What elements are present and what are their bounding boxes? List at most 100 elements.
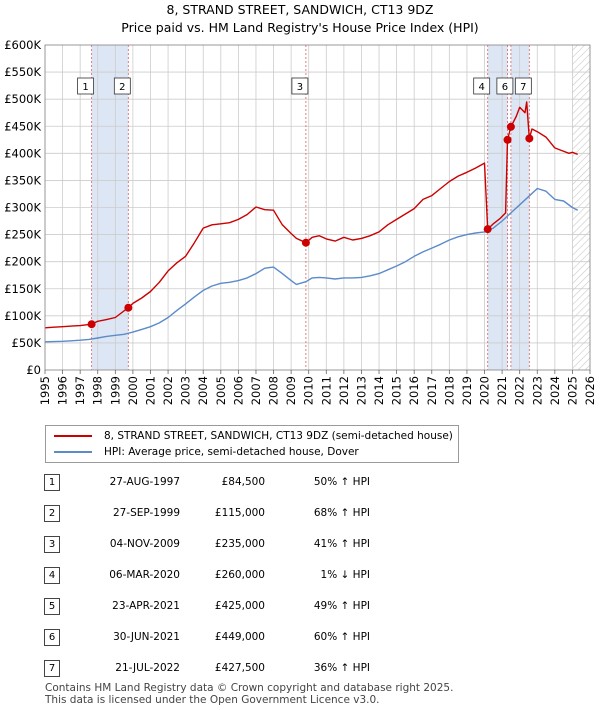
y-tick-label: £450K <box>4 119 41 133</box>
row-date: 21-JUL-2022 <box>115 662 180 674</box>
x-tick-label: 2011 <box>319 376 333 405</box>
row-price: £427,500 <box>214 662 265 674</box>
footer-line-1: Contains HM Land Registry data © Crown c… <box>45 682 454 694</box>
table-row: 6 30-JUN-2021 £449,000 60% ↑ HPI <box>40 627 460 647</box>
x-tick-label: 1997 <box>73 376 87 405</box>
y-tick-label: £50K <box>12 336 42 350</box>
row-hpi: 36% ↑ HPI <box>313 662 370 674</box>
table-row: 2 27-SEP-1999 £115,000 68% ↑ HPI <box>40 503 460 523</box>
row-price: £425,000 <box>214 600 265 612</box>
y-tick-label: £250K <box>4 228 41 242</box>
marker-box: 6 <box>496 77 514 95</box>
x-tick-label: 1995 <box>38 376 52 405</box>
marker-box-frame <box>514 77 532 95</box>
row-number: 5 <box>44 598 60 615</box>
x-tick-label: 2025 <box>565 376 579 405</box>
x-tick-label: 1998 <box>91 376 105 405</box>
legend-label-hpi: HPI: Average price, semi-detached house,… <box>104 446 359 458</box>
y-tick-label: £350K <box>4 173 41 187</box>
row-date: 27-SEP-1999 <box>112 507 180 519</box>
x-tick-label: 2005 <box>214 376 228 405</box>
row-number: 1 <box>44 474 60 491</box>
price-chart: 1 2 3 4 6 7 £0 £50K £100K £150K £200K £250K £300K £3… <box>4 38 597 405</box>
marker-box-frame <box>473 77 491 95</box>
row-price: £449,000 <box>214 631 265 643</box>
table-row: 5 23-APR-2021 £425,000 49% ↑ HPI <box>40 596 460 616</box>
row-number: 3 <box>44 536 60 553</box>
x-tick-label: 2010 <box>302 376 316 405</box>
marker-box: 2 <box>113 77 131 95</box>
row-hpi: 50% ↑ HPI <box>313 476 370 488</box>
marker-box-label: 4 <box>478 82 484 93</box>
marker-box-frame <box>496 77 514 95</box>
row-hpi: 1% ↓ HPI <box>320 569 370 581</box>
x-tick-label: 2020 <box>478 376 492 405</box>
sale-point <box>506 122 515 131</box>
x-tick-label: 2021 <box>495 376 509 405</box>
sale-point <box>503 135 512 144</box>
marker-box-label: 1 <box>82 82 88 93</box>
x-tick-label: 2019 <box>460 376 474 405</box>
sale-point <box>87 320 96 329</box>
row-price: £235,000 <box>214 538 265 550</box>
row-date: 04-NOV-2009 <box>109 538 180 550</box>
x-tick-label: 2017 <box>425 376 439 405</box>
sale-point <box>301 238 310 247</box>
y-tick-label: £300K <box>4 201 41 215</box>
legend-item-hpi: HPI: Average price, semi-detached house,… <box>54 444 359 460</box>
marker-box: 4 <box>473 77 491 95</box>
marker-box-label: 2 <box>119 82 125 93</box>
series-line-property <box>44 101 578 329</box>
title-line-2: Price paid vs. HM Land Registry's House … <box>121 20 479 35</box>
x-tick-label: 2013 <box>354 376 368 405</box>
y-tick-label: £100K <box>4 309 41 323</box>
sale-point <box>124 303 133 312</box>
legend: 8, STRAND STREET, SANDWICH, CT13 9DZ (se… <box>45 425 459 463</box>
marker-box-frame <box>77 77 94 95</box>
sale-point <box>525 134 534 143</box>
x-tick-label: 2000 <box>126 376 140 405</box>
marker-box-label: 3 <box>297 82 303 93</box>
x-tick-label: 2015 <box>390 376 404 405</box>
marker-box: 3 <box>291 77 309 95</box>
row-number: 4 <box>44 567 60 584</box>
x-tick-label: 2007 <box>249 376 263 405</box>
marker-box-frame <box>291 77 309 95</box>
marker-box-frame <box>113 77 131 95</box>
x-tick-label: 2008 <box>267 376 281 405</box>
row-date: 06-MAR-2020 <box>109 569 180 581</box>
row-price: £115,000 <box>214 507 265 519</box>
row-hpi: 41% ↑ HPI <box>313 538 370 550</box>
x-tick-label: 2006 <box>231 376 245 405</box>
x-tick-label: 2012 <box>337 376 351 405</box>
y-tick-label: £150K <box>4 282 41 296</box>
x-tick-label: 2014 <box>372 376 386 405</box>
table-row: 7 21-JUL-2022 £427,500 36% ↑ HPI <box>40 658 460 678</box>
x-tick-label: 2026 <box>583 376 597 405</box>
row-hpi: 68% ↑ HPI <box>313 507 370 519</box>
legend-label-property: 8, STRAND STREET, SANDWICH, CT13 9DZ (se… <box>104 430 453 442</box>
row-hpi: 60% ↑ HPI <box>313 631 370 643</box>
row-number: 7 <box>44 660 60 677</box>
y-tick-label: £500K <box>4 92 41 106</box>
table-row: 4 06-MAR-2020 £260,000 1% ↓ HPI <box>40 565 460 585</box>
title-line-1: 8, STRAND STREET, SANDWICH, CT13 9DZ <box>166 2 434 17</box>
x-tick-label: 2004 <box>196 376 210 405</box>
legend-item-property: 8, STRAND STREET, SANDWICH, CT13 9DZ (se… <box>54 428 453 444</box>
y-tick-label: £400K <box>4 146 41 160</box>
row-date: 27-AUG-1997 <box>109 476 180 488</box>
row-hpi: 49% ↑ HPI <box>313 600 370 612</box>
x-tick-label: 2023 <box>530 376 544 405</box>
x-tick-label: 1996 <box>56 376 70 405</box>
y-tick-label: £200K <box>4 255 41 269</box>
row-date: 23-APR-2021 <box>112 600 180 612</box>
marker-box: 1 <box>77 77 94 95</box>
x-tick-label: 2024 <box>548 376 562 405</box>
x-tick-label: 2003 <box>179 376 193 405</box>
footer: Contains HM Land Registry data © Crown c… <box>45 682 453 706</box>
y-tick-label: £0 <box>26 363 41 377</box>
marker-box: 7 <box>514 77 532 95</box>
x-tick-label: 2002 <box>161 376 175 405</box>
sale-point <box>483 225 492 234</box>
table-row: 3 04-NOV-2009 £235,000 41% ↑ HPI <box>40 534 460 554</box>
